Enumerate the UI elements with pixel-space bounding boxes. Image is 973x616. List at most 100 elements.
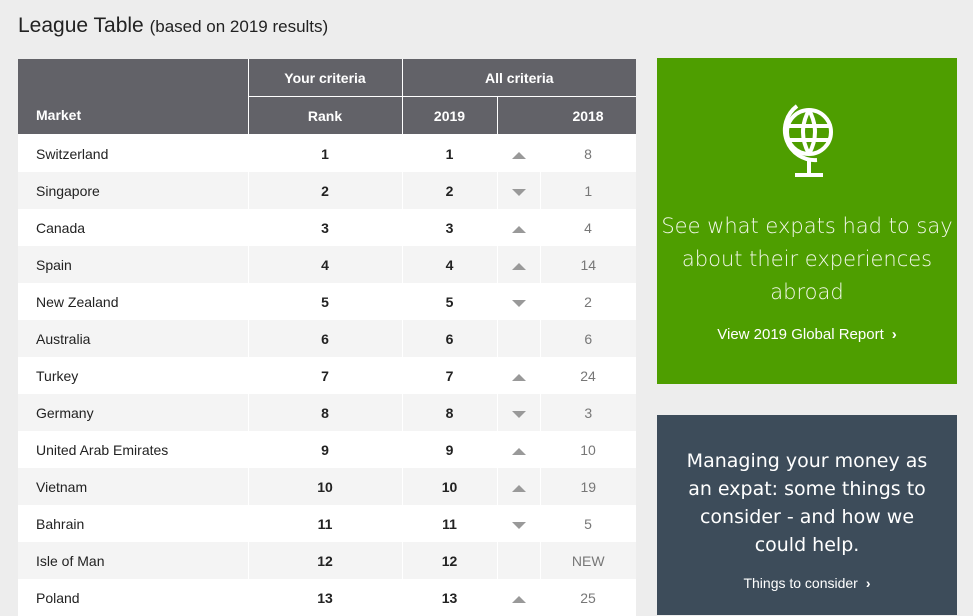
header-your-criteria: Your criteria <box>247 59 403 97</box>
rank-2018-cell: NEW <box>539 542 637 579</box>
trend-cell <box>497 505 540 542</box>
market-cell: New Zealand <box>18 283 248 320</box>
rank-2019-cell: 8 <box>401 394 497 431</box>
rank-2019-cell: 11 <box>402 505 497 542</box>
rank-cell: 4 <box>247 246 402 283</box>
rank-cell: 5 <box>248 283 402 320</box>
rank-cell: 7 <box>248 357 402 394</box>
rank-2018-cell: 2 <box>540 283 637 320</box>
market-cell: Switzerland <box>18 134 248 172</box>
market-cell: United Arab Emirates <box>18 431 248 468</box>
header-rank: Rank <box>248 96 403 135</box>
trend-cell <box>496 394 540 431</box>
rank-2019-cell: 2 <box>401 172 497 209</box>
rank-cell: 6 <box>247 320 402 357</box>
table-row: Spain 4 4 14 <box>18 246 637 283</box>
table-row: Australia 6 6 6 <box>18 320 637 357</box>
trend-cell <box>497 357 540 394</box>
rank-2019-cell: 9 <box>402 431 497 468</box>
rank-cell: 2 <box>247 172 402 209</box>
header-trend <box>496 96 540 135</box>
things-to-consider-link[interactable]: Things to consider › <box>657 575 957 591</box>
market-cell: Canada <box>18 209 248 246</box>
rank-2019-cell: 4 <box>401 246 497 283</box>
subtitle-text: (based on 2019 results) <box>149 17 329 36</box>
view-report-label: View 2019 Global Report <box>717 326 884 343</box>
rank-2018-cell: 10 <box>540 431 637 468</box>
rank-2019-cell: 7 <box>402 357 497 394</box>
trend-cell <box>497 579 540 616</box>
table-row: Germany 8 8 3 <box>18 394 637 431</box>
market-cell: Germany <box>18 394 248 431</box>
market-cell: Poland <box>18 579 248 616</box>
market-cell: Spain <box>18 246 248 283</box>
market-cell: Isle of Man <box>18 542 248 579</box>
rank-cell: 13 <box>248 579 402 616</box>
rank-2018-cell: 25 <box>540 579 637 616</box>
rank-cell: 3 <box>248 209 402 246</box>
rank-2018-cell: 3 <box>539 394 637 431</box>
trend-cell <box>496 320 540 357</box>
rank-2019-cell: 10 <box>401 468 497 505</box>
header-2018: 2018 <box>540 96 637 135</box>
table-row: Singapore 2 2 1 <box>18 172 637 209</box>
market-cell: Singapore <box>18 172 248 209</box>
rank-2018-cell: 1 <box>539 172 637 209</box>
trend-up-icon <box>511 225 526 233</box>
rank-cell: 12 <box>247 542 402 579</box>
market-cell: Turkey <box>18 357 248 394</box>
money-message: Managing your money as an expat: some th… <box>686 450 928 556</box>
trend-up-icon <box>511 595 526 603</box>
rank-2018-cell: 5 <box>540 505 637 542</box>
rank-2018-cell: 6 <box>539 320 637 357</box>
table-row: Isle of Man 12 12 NEW <box>18 542 637 579</box>
table-row: Turkey 7 7 24 <box>18 357 637 394</box>
promo-message: See what expats had to say about their e… <box>661 214 953 304</box>
trend-cell <box>497 134 540 172</box>
rank-2019-cell: 3 <box>402 209 497 246</box>
trend-cell <box>497 283 540 320</box>
global-report-panel: See what expats had to say about their e… <box>657 58 957 384</box>
table-row: Bahrain 11 11 5 <box>18 505 637 542</box>
rank-2018-cell: 19 <box>539 468 637 505</box>
rank-2018-cell: 14 <box>539 246 637 283</box>
table-row: Canada 3 3 4 <box>18 209 637 246</box>
header-market: Market <box>18 59 249 135</box>
market-cell: Vietnam <box>18 468 248 505</box>
rank-2019-cell: 12 <box>401 542 497 579</box>
table-row: Vietnam 10 10 19 <box>18 468 637 505</box>
rank-2018-cell: 24 <box>540 357 637 394</box>
rank-2019-cell: 5 <box>402 283 497 320</box>
trend-up-icon <box>511 447 526 455</box>
trend-cell <box>496 246 540 283</box>
trend-cell <box>497 209 540 246</box>
table-row: Switzerland 1 1 8 <box>18 134 637 172</box>
trend-down-icon <box>511 188 526 196</box>
table-row: Poland 13 13 25 <box>18 579 637 616</box>
trend-cell <box>496 468 540 505</box>
header-all-criteria: All criteria <box>401 59 637 97</box>
rank-2019-cell: 1 <box>402 134 497 172</box>
table-row: United Arab Emirates 9 9 10 <box>18 431 637 468</box>
rank-cell: 11 <box>248 505 402 542</box>
title-text: League Table <box>18 14 144 37</box>
trend-down-icon <box>511 299 526 307</box>
rank-2018-cell: 8 <box>540 134 637 172</box>
rank-2018-cell: 4 <box>540 209 637 246</box>
money-panel: Managing your money as an expat: some th… <box>657 415 957 615</box>
trend-up-icon <box>511 373 526 381</box>
trend-up-icon <box>511 151 526 159</box>
market-cell: Australia <box>18 320 248 357</box>
trend-up-icon <box>511 262 526 270</box>
trend-down-icon <box>511 521 526 529</box>
rank-2019-cell: 13 <box>402 579 497 616</box>
trend-down-icon <box>511 410 526 418</box>
chevron-right-icon: › <box>891 326 897 343</box>
table-row: New Zealand 5 5 2 <box>18 283 637 320</box>
page-title: League Table (based on 2019 results) <box>18 14 328 38</box>
chevron-right-icon: › <box>865 575 871 591</box>
trend-cell <box>497 431 540 468</box>
view-report-link[interactable]: View 2019 Global Report › <box>657 326 957 343</box>
market-cell: Bahrain <box>18 505 248 542</box>
rank-cell: 1 <box>248 134 402 172</box>
